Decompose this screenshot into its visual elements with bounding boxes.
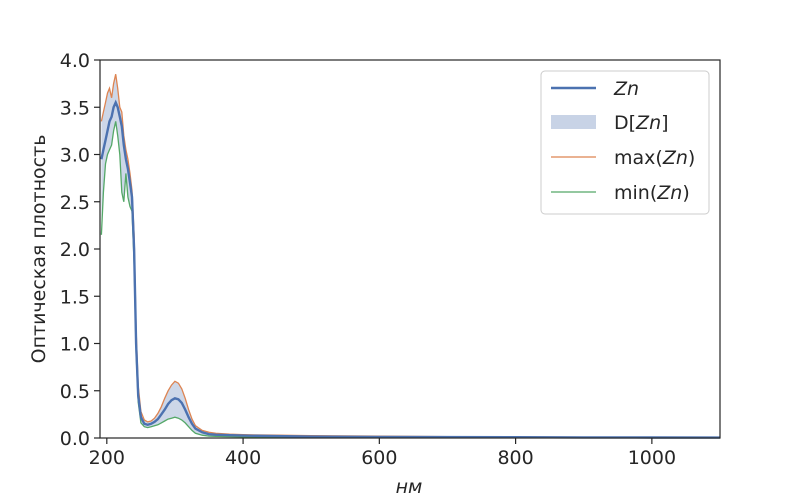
x-tick-label: 600 bbox=[361, 447, 397, 469]
y-tick-label: 1.0 bbox=[60, 334, 90, 356]
y-tick-label: 4.0 bbox=[60, 50, 90, 72]
y-tick-label: 0.0 bbox=[60, 428, 90, 450]
x-tick-label: 800 bbox=[497, 447, 533, 469]
series-line-mean bbox=[100, 99, 721, 439]
y-axis-ticks: 0.0 0.5 1.0 1.5 2.0 2.5 3.0 3.5 4.0 bbox=[60, 50, 100, 450]
series-line-min bbox=[100, 121, 721, 439]
x-axis-label: нм bbox=[396, 476, 423, 498]
plot-area bbox=[100, 74, 721, 439]
x-axis-ticks: 200 400 600 800 1000 bbox=[89, 438, 676, 469]
y-tick-label: 3.0 bbox=[60, 145, 90, 167]
legend-mean-label: Zn bbox=[613, 78, 639, 100]
x-tick-label: 200 bbox=[89, 447, 125, 469]
legend-min-label: min(Zn) bbox=[614, 182, 690, 204]
legend-max-label: max(Zn) bbox=[614, 147, 695, 169]
y-tick-label: 2.0 bbox=[60, 239, 90, 261]
legend-band-swatch bbox=[551, 115, 596, 129]
x-tick-label: 400 bbox=[225, 447, 261, 469]
y-tick-label: 2.5 bbox=[60, 192, 90, 214]
x-tick-label: 1000 bbox=[628, 447, 676, 469]
legend-band-label: D[Zn] bbox=[614, 112, 669, 134]
legend-frame bbox=[540, 70, 710, 215]
y-tick-label: 0.5 bbox=[60, 381, 90, 403]
y-tick-label: 3.5 bbox=[60, 97, 90, 119]
y-axis-label: Оптическая плотность bbox=[28, 135, 50, 364]
y-tick-label: 1.5 bbox=[60, 286, 90, 308]
legend: Zn D[Zn] max(Zn) min(Zn) bbox=[540, 70, 710, 215]
